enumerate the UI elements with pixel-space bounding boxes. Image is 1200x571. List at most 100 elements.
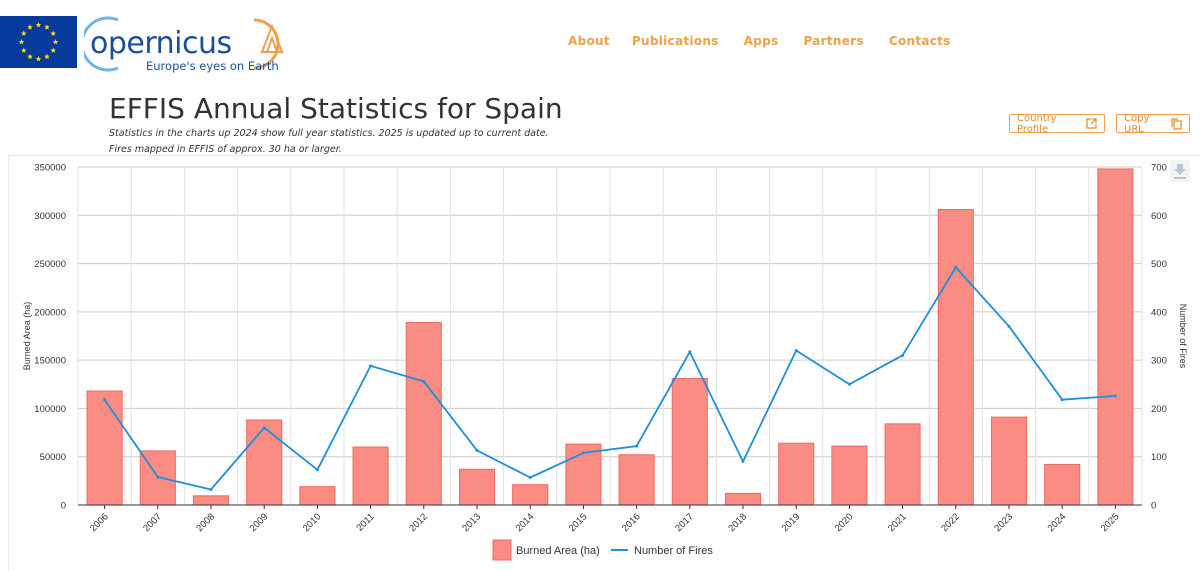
fires-point	[794, 348, 798, 352]
eu-star	[27, 53, 33, 60]
eu-stars-icon	[18, 22, 59, 62]
fires-line	[103, 265, 1117, 492]
bar-2025	[1097, 168, 1134, 506]
bar-2006	[86, 390, 123, 506]
y-right-tick-label: 200	[1151, 404, 1167, 415]
fires-point	[847, 382, 851, 386]
country-profile-label: Country Profile	[1017, 112, 1057, 135]
fires-point	[475, 448, 479, 452]
bar-2019	[778, 442, 815, 506]
y-left-tick-label: 300000	[34, 211, 66, 222]
external-link-icon	[1086, 118, 1097, 129]
nav-contacts[interactable]: Contacts	[888, 34, 951, 48]
fires-point	[315, 468, 319, 472]
x-tick-label: 2011	[354, 511, 376, 533]
y-left-tick-label: 0	[61, 501, 66, 512]
number-of-fires-line	[103, 266, 1116, 491]
y-right-tick-label: 0	[1151, 501, 1156, 512]
fires-point	[528, 475, 532, 479]
eu-star	[52, 39, 59, 45]
legend-line-label: Number of Fires	[634, 545, 713, 557]
fires-point	[688, 350, 692, 354]
fires-point	[741, 460, 745, 464]
nav-about[interactable]: About	[568, 34, 610, 48]
y-right-axis-title: Number of Fires	[1178, 304, 1188, 369]
bar-2010	[299, 486, 336, 506]
fires-point	[1113, 394, 1117, 398]
bar-2017	[671, 377, 708, 506]
nav-partners[interactable]: Partners	[803, 34, 864, 48]
fires-point	[369, 364, 373, 368]
eu-flag-logo	[0, 16, 77, 68]
eu-star	[50, 30, 57, 36]
logo-tagline: Europe's eyes on Earth	[146, 59, 279, 73]
nav-publications[interactable]: Publications	[631, 34, 719, 48]
download-icon	[1174, 164, 1186, 179]
eu-star	[44, 53, 50, 60]
fires-point	[262, 426, 266, 430]
x-tick-label: 2020	[833, 511, 856, 534]
fires-point	[581, 451, 585, 455]
bar-2022	[937, 208, 974, 506]
fires-point	[635, 444, 639, 448]
download-button[interactable]	[1170, 160, 1190, 182]
y-right-tick-label: 300	[1151, 356, 1167, 367]
eu-star	[18, 39, 25, 45]
eu-star	[27, 24, 33, 30]
fires-point	[1060, 398, 1064, 402]
legend-bar-swatch	[492, 539, 512, 561]
fires-point	[103, 398, 107, 402]
logo-wordmark: opernicus	[90, 26, 232, 61]
x-tick-label: 2019	[780, 511, 803, 534]
x-tick-label: 2022	[939, 511, 962, 534]
x-tick-label: 2009	[248, 511, 271, 534]
nav-apps[interactable]: Apps	[743, 34, 779, 48]
grid-lines	[77, 166, 1143, 506]
copy-url-button[interactable]: Copy URL	[1116, 112, 1190, 135]
bar-2012	[405, 321, 442, 506]
bars	[86, 168, 1134, 506]
chart-container	[8, 155, 1200, 571]
bar-2021	[884, 423, 921, 506]
y-right-tick-label: 700	[1151, 163, 1167, 174]
eu-star	[35, 56, 42, 62]
x-tick-label: 2024	[1046, 511, 1069, 534]
bar-2013	[458, 468, 496, 506]
copernicus-emblem-icon	[84, 16, 284, 72]
copy-url-label: Copy URL	[1124, 112, 1150, 135]
bar-2016	[618, 454, 655, 506]
x-tick-label: 2013	[460, 511, 483, 534]
x-tick-label: 2006	[88, 511, 111, 534]
legend: Burned Area (ha) Number of Fires	[492, 539, 713, 561]
bar-2020	[831, 445, 868, 506]
y-left-tick-label: 250000	[34, 259, 66, 270]
page-subtitle: Statistics in the charts up 2024 show fu…	[109, 126, 549, 158]
bar-2024	[1044, 463, 1081, 506]
x-tick-label: 2021	[886, 511, 909, 534]
fires-point	[156, 475, 160, 479]
y-left-tick-label: 100000	[34, 404, 66, 415]
subtitle-line-2: Fires mapped in EFFIS of approx. 30 ha o…	[109, 144, 342, 155]
page-title: EFFIS Annual Statistics for Spain	[109, 92, 563, 125]
bar-2018	[724, 492, 762, 506]
x-tick-label: 2017	[673, 511, 696, 534]
y-left-tick-label: 150000	[34, 356, 66, 367]
x-tick-label: 2010	[301, 511, 324, 534]
eu-star	[50, 47, 57, 53]
eu-star	[44, 24, 50, 30]
eu-star	[35, 22, 42, 28]
y-right-tick-label: 100	[1151, 452, 1167, 463]
copernicus-logo[interactable]: opernicus Europe's eyes on Earth	[84, 12, 294, 73]
y-left-tick-label: 200000	[34, 307, 66, 318]
eu-star	[20, 47, 27, 53]
fires-point	[422, 379, 426, 383]
bar-2009	[246, 419, 283, 506]
bar-2014	[512, 484, 549, 506]
x-tick-label: 2015	[567, 511, 590, 534]
bar-2011	[352, 446, 389, 506]
fires-point	[954, 265, 958, 269]
country-profile-button[interactable]: Country Profile	[1009, 112, 1105, 135]
bar-2023	[990, 416, 1028, 506]
fires-point	[901, 353, 905, 357]
